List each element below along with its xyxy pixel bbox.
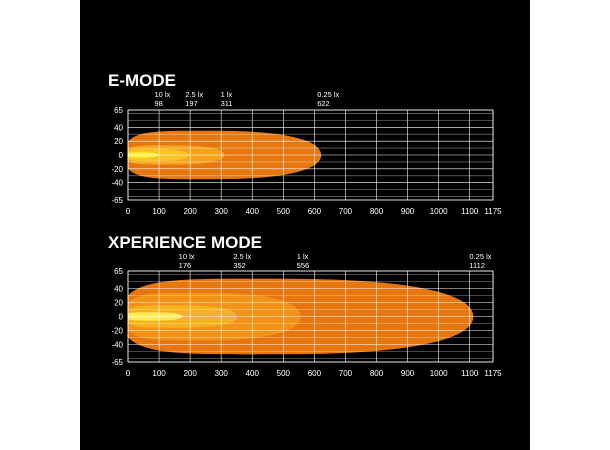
x-tick-label: 700 [339,207,353,216]
y-tick-label: 65 [114,106,123,115]
lux-distance: 556 [297,261,310,270]
x-tick-label: 400 [246,369,260,378]
y-tick-label: -65 [111,196,123,205]
x-tick-label: 500 [277,207,291,216]
lux-distance: 622 [317,99,330,108]
x-tick-label: 300 [215,207,229,216]
lux-distance: 98 [154,99,162,108]
y-tick-label: -20 [111,165,123,174]
x-tick-label: 800 [370,207,384,216]
lux-distance: 176 [179,261,192,270]
lux-label: 1 lx [221,90,233,99]
lux-label: 10 lx [179,252,195,261]
x-tick-label: 900 [401,207,415,216]
x-tick-label: 0 [126,369,131,378]
lux-distance: 352 [233,261,246,270]
x-tick-label: 1000 [430,369,448,378]
x-tick-label: 600 [308,207,322,216]
y-tick-label: 65 [114,267,123,276]
lux-label: 0.25 lx [469,252,491,261]
lux-label: 1 lx [297,252,309,261]
x-tick-label: 300 [215,369,229,378]
chart-title: XPERIENCE MODE [108,233,262,252]
beam-pattern-panel: E-MODE 65 40 20 0 -20 -40 -65 0 100 200 300 400 500 60… [80,0,530,450]
y-tick-label: -65 [111,358,123,367]
y-tick-label: 40 [114,285,123,294]
x-tick-label: 200 [183,207,197,216]
x-tick-label: 900 [401,369,415,378]
lux-label: 10 lx [154,90,170,99]
lux-label: 0.25 lx [317,90,339,99]
chart-title: E-MODE [108,71,176,90]
x-tick-label: 1175 [484,207,502,216]
y-tick-label: 20 [114,299,123,308]
y-tick-label: 0 [119,151,124,160]
x-tick-label: 1100 [461,207,479,216]
x-tick-label: 400 [246,207,260,216]
x-tick-label: 200 [183,369,197,378]
x-tick-label: 1175 [484,369,502,378]
x-tick-label: 800 [370,369,384,378]
grid [127,109,494,201]
x-tick-label: 700 [339,369,353,378]
x-tick-label: 100 [152,369,166,378]
y-tick-label: 20 [114,137,123,146]
plot-frame [127,109,494,201]
lux-distance: 197 [185,99,198,108]
lux-distance: 311 [221,99,233,108]
y-tick-label: 40 [114,123,123,132]
y-tick-label: 0 [119,313,124,322]
y-tick-label: -40 [111,179,123,188]
lux-label: 2.5 lx [233,252,251,261]
y-tick-label: -20 [111,327,123,336]
lux-label: 2.5 lx [185,90,203,99]
y-tick-label: -40 [111,341,123,350]
x-tick-label: 0 [126,207,131,216]
x-tick-label: 500 [277,369,291,378]
x-tick-label: 1100 [461,369,479,378]
x-tick-label: 600 [308,369,322,378]
plot-frame [127,270,494,363]
lux-distance: 1112 [469,261,485,270]
x-tick-label: 1000 [430,207,448,216]
x-tick-label: 100 [152,207,166,216]
